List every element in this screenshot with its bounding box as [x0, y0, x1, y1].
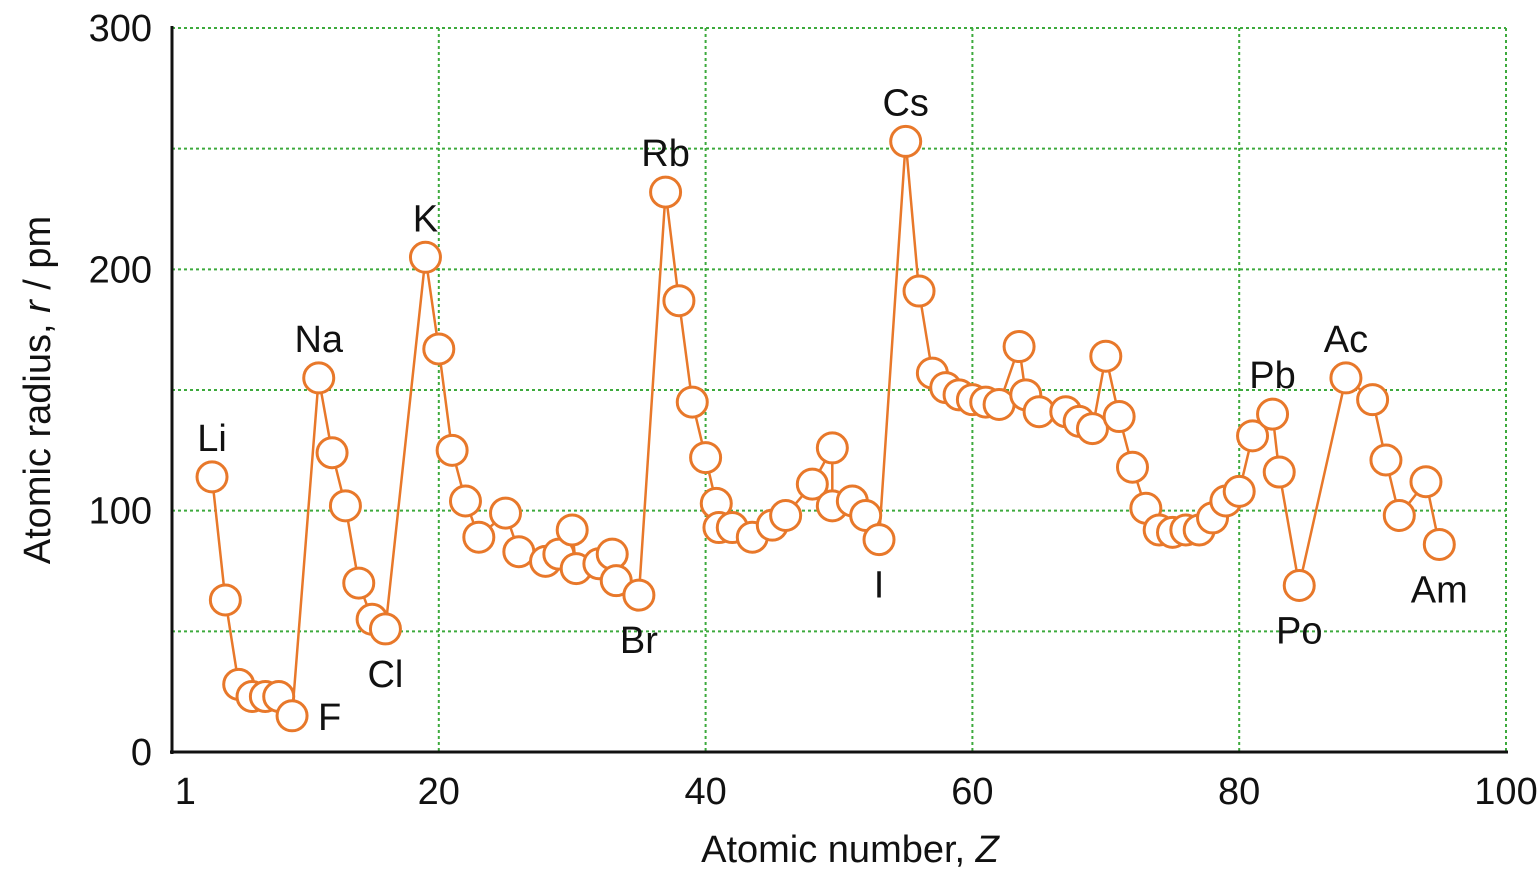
data-point — [435, 433, 469, 467]
point-label: Cs — [882, 82, 928, 124]
data-point — [889, 124, 923, 158]
data-point — [595, 537, 629, 571]
data-point — [662, 284, 696, 318]
x-tick-label: 100 — [1474, 771, 1537, 813]
data-point — [769, 498, 803, 532]
point-label: K — [413, 198, 438, 240]
point-label: I — [874, 565, 885, 607]
data-point — [422, 332, 456, 366]
point-labels: Li F Na Cl K Rb Br I Cs Pb Po Ac Am — [197, 82, 1468, 738]
data-point — [1282, 568, 1316, 602]
data-point — [1075, 412, 1109, 446]
data-point — [649, 175, 683, 209]
y-axis-title: Atomic radius, r / pm — [17, 216, 59, 564]
data-point — [408, 240, 442, 274]
data-point — [1102, 400, 1136, 434]
data-point — [1115, 450, 1149, 484]
data-point — [448, 484, 482, 518]
data-point — [1256, 397, 1290, 431]
point-label: Pb — [1249, 355, 1295, 397]
data-point — [489, 496, 522, 530]
y-tick-label: 0 — [131, 732, 152, 774]
x-tick-label: 1 — [175, 771, 196, 813]
data-point — [622, 578, 656, 612]
data-point — [1222, 474, 1256, 508]
data-point — [1409, 465, 1443, 499]
data-markers — [195, 124, 1456, 733]
data-point — [1329, 361, 1363, 395]
data-point — [862, 523, 896, 557]
data-point — [302, 361, 336, 395]
data-point — [368, 612, 402, 646]
data-point — [795, 467, 829, 501]
x-tick-label: 80 — [1218, 771, 1260, 813]
data-point — [1262, 455, 1296, 489]
point-label: Am — [1411, 569, 1468, 611]
y-tick-label: 200 — [89, 249, 152, 291]
data-point — [462, 520, 496, 554]
data-point — [1002, 330, 1036, 364]
point-label: Cl — [367, 654, 403, 696]
data-point — [328, 489, 362, 523]
data-point — [1382, 498, 1416, 532]
x-tick-label: 60 — [951, 771, 993, 813]
data-point — [902, 274, 936, 308]
x-axis-title: Atomic number, Z — [701, 829, 1001, 871]
data-point — [675, 385, 709, 419]
x-tick-label: 20 — [418, 771, 460, 813]
data-point — [315, 436, 349, 470]
data-point — [275, 699, 309, 733]
y-tick-label: 300 — [89, 8, 152, 50]
data-point — [342, 566, 376, 600]
data-point — [1236, 419, 1270, 453]
x-tick-label: 40 — [684, 771, 726, 813]
data-point — [815, 431, 849, 465]
point-label: Ac — [1324, 319, 1368, 361]
point-label: Po — [1276, 610, 1322, 652]
y-tick-label: 100 — [89, 491, 152, 533]
data-point — [555, 513, 589, 547]
data-point — [1356, 383, 1390, 417]
data-point — [1369, 443, 1403, 477]
data-point — [195, 460, 229, 494]
data-point — [208, 583, 242, 617]
point-label: F — [318, 697, 341, 739]
point-label: Li — [197, 418, 227, 460]
point-label: Rb — [641, 133, 690, 175]
data-point — [689, 441, 723, 475]
data-point — [1422, 527, 1456, 561]
data-point — [1089, 339, 1123, 373]
point-label: Na — [294, 319, 343, 361]
tick-labels: 1 20 40 60 80 100 0 100 200 300 — [89, 8, 1538, 813]
point-label: Br — [620, 620, 658, 662]
axes — [170, 26, 1508, 754]
